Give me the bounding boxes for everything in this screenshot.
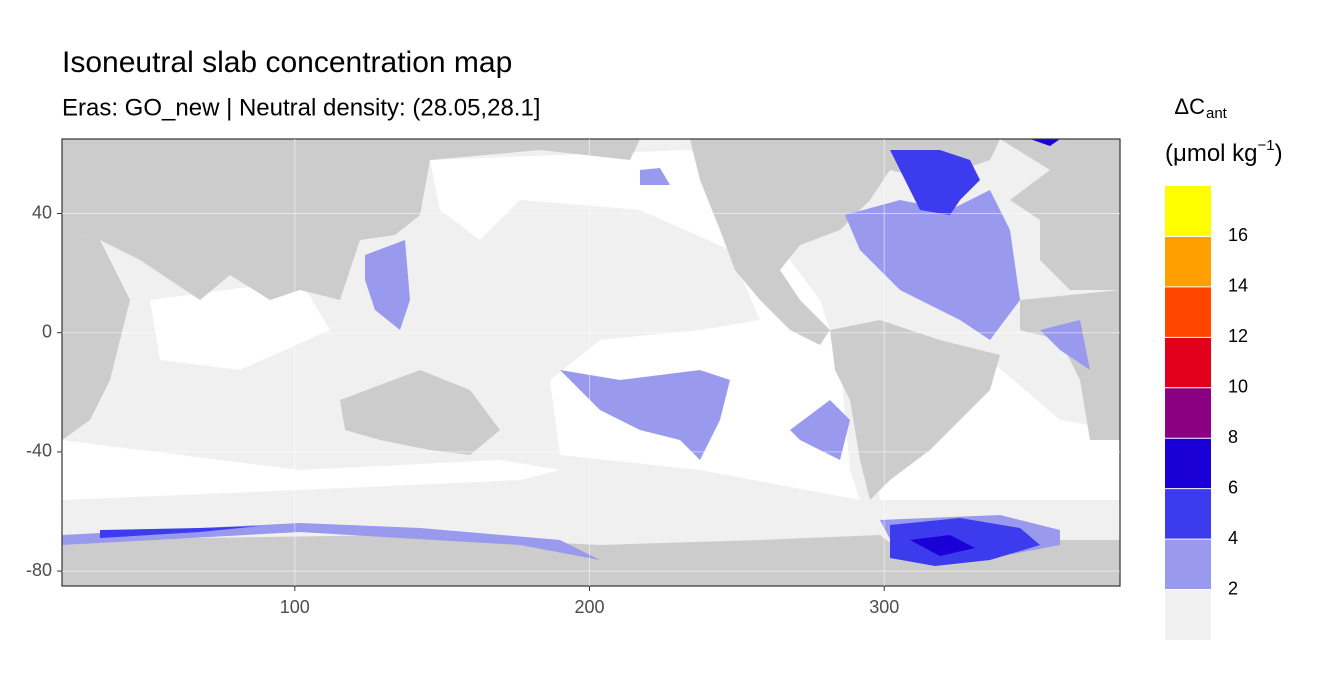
chart-title: Isoneutral slab concentration map	[62, 46, 512, 79]
legend-unit-open: (μmol kg	[1165, 140, 1258, 167]
legend-label: 6	[1228, 477, 1238, 497]
legend-key	[1165, 539, 1211, 590]
concentration-6-8	[910, 139, 1060, 556]
chart-subtitle: Eras: GO_new | Neutral density: (28.05,2…	[62, 94, 540, 121]
x-tick-label: 300	[869, 597, 899, 617]
legend-label: 2	[1228, 578, 1238, 598]
legend-key	[1165, 337, 1211, 388]
map-panel	[62, 139, 1120, 586]
legend-label: 16	[1228, 225, 1248, 245]
legend-key	[1165, 488, 1211, 540]
concentration-4-6	[100, 150, 1040, 566]
y-tick-label: -40	[26, 441, 52, 461]
legend-label: 8	[1228, 427, 1238, 447]
legend-label: 10	[1228, 377, 1248, 397]
legend-label: 14	[1228, 276, 1248, 296]
legend-label: 4	[1228, 528, 1238, 548]
legend-unit: (μmol kg−1)	[1165, 137, 1283, 167]
legend-key	[1165, 236, 1211, 287]
legend-label: 12	[1228, 326, 1248, 346]
x-tick-label: 100	[280, 597, 310, 617]
legend-key	[1165, 186, 1211, 237]
legend-title-symbol: ΔC	[1174, 94, 1205, 119]
x-tick-label: 200	[575, 597, 605, 617]
y-tick-label: 0	[42, 321, 52, 341]
legend-key	[1165, 286, 1211, 338]
legend-key	[1165, 438, 1211, 489]
legend-title-subscript: ant	[1206, 105, 1228, 122]
y-tick-label: -80	[26, 560, 52, 580]
legend-unit-superscript: −1	[1258, 137, 1275, 154]
legend-key	[1165, 589, 1211, 640]
legend-unit-close: )	[1275, 140, 1283, 167]
land	[62, 139, 1120, 586]
panel-border	[61, 138, 1121, 587]
y-tick-label: 40	[32, 202, 52, 222]
legend-key	[1165, 387, 1211, 439]
